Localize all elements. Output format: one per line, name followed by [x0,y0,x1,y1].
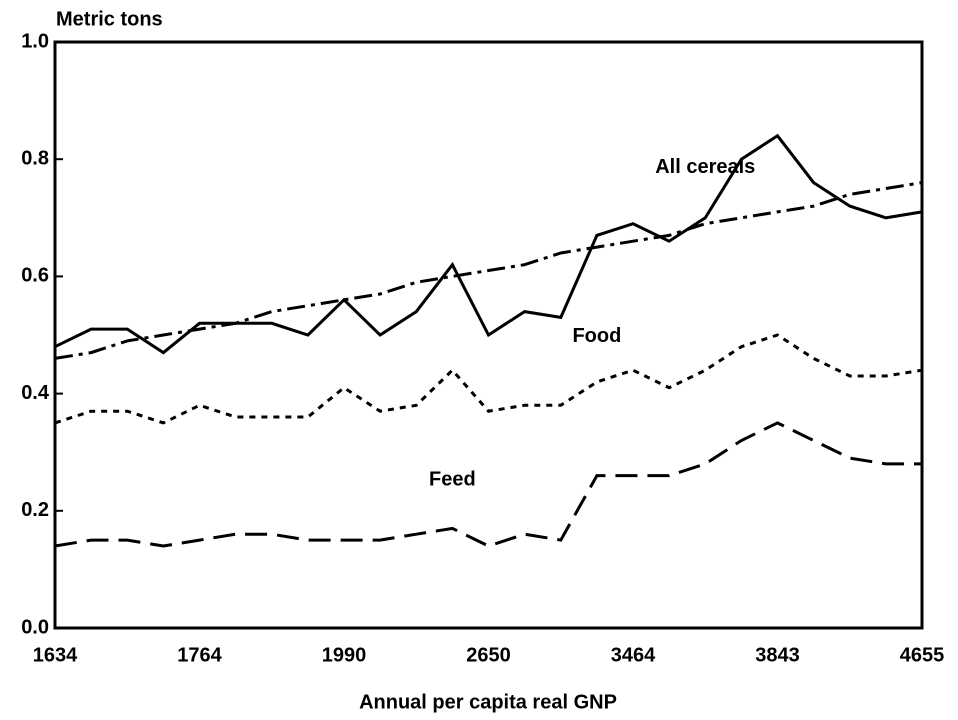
x-tick-label: 2650 [466,644,511,666]
series-line [54,181,923,360]
series-line [54,421,922,548]
y-tick-label: 0.6 [21,265,49,287]
series-label: Food [572,325,621,347]
y-tick-label: 0.2 [21,499,49,521]
plot-frame [53,40,924,630]
x-tick-label: 3464 [611,644,656,666]
x-axis-label: Annual per capita real GNP [359,691,617,713]
x-tick-label: 1634 [33,644,78,666]
x-tick-label: 3843 [755,644,800,666]
series-label: All cereals [655,156,755,178]
y-axis-label: Metric tons [56,8,163,30]
y-tick-label: 0.8 [21,147,49,169]
y-tick-label: 0.0 [21,616,49,638]
y-tick-label: 1.0 [21,30,49,52]
y-tick-label: 0.4 [21,382,50,404]
x-tick-label: 4655 [900,644,945,666]
series-label: Feed [429,469,476,491]
series-line [54,333,923,425]
x-tick-label: 1990 [322,644,367,666]
x-tick-label: 1764 [177,644,222,666]
series-line [54,133,923,355]
